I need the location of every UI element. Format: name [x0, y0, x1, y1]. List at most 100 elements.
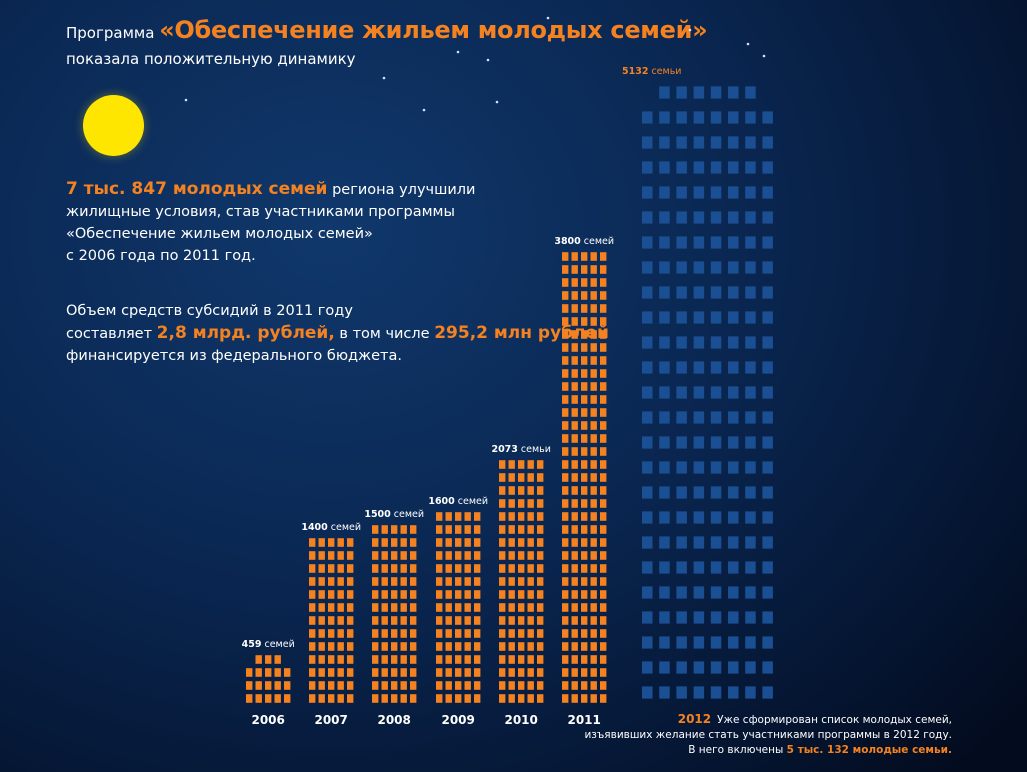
bar-cell: [537, 486, 544, 495]
bar-cell: [745, 461, 756, 474]
bar-cell: [581, 278, 588, 287]
bar-cell: [581, 356, 588, 365]
bar-cell: [642, 211, 653, 224]
subsidy-statement: Объем средств субсидий в 2011 году соста…: [66, 300, 626, 367]
x-label-2009: 2009: [441, 713, 474, 727]
bar-cell: [381, 590, 388, 599]
note-line-3-highlight: 5 тыс. 132 молодые семьи.: [786, 744, 952, 756]
value-label-2006: 459 семей: [242, 639, 295, 650]
bar-cell: [676, 311, 687, 324]
bar-cell: [499, 642, 506, 651]
bar-cell: [642, 536, 653, 549]
bar-cell: [347, 577, 354, 586]
bar-cell: [562, 252, 569, 261]
bar-cell: [590, 343, 597, 352]
bar-cell: [600, 473, 607, 482]
families-text-1: региона улучшили: [327, 182, 476, 198]
bar-cell: [436, 694, 443, 703]
bar-cell: [581, 291, 588, 300]
bar-cell: [590, 382, 597, 391]
bar-cell: [527, 577, 534, 586]
bar-cell: [518, 538, 525, 547]
star-icon: [546, 16, 550, 20]
bar-cell: [246, 668, 253, 677]
bar-cell: [337, 642, 344, 651]
bar-2007: [309, 538, 354, 703]
bar-cell: [762, 386, 773, 399]
bar-cell: [676, 636, 687, 649]
bar-cell: [659, 86, 670, 99]
bar-cell: [581, 304, 588, 313]
bar-cell: [455, 603, 462, 612]
bar-cell: [676, 661, 687, 674]
bar-cell: [562, 642, 569, 651]
bar-cell: [710, 86, 722, 99]
bar-cell: [537, 616, 544, 625]
bar-cell: [693, 311, 705, 324]
bar-cell: [693, 536, 705, 549]
bar-cell: [391, 616, 398, 625]
bar-cell: [676, 286, 687, 299]
bar-cell: [464, 525, 471, 534]
bar-cell: [600, 629, 607, 638]
bar-cell: [590, 473, 597, 482]
bar-cell: [347, 681, 354, 690]
bar-cell: [571, 694, 578, 703]
bar-cell: [600, 252, 607, 261]
bar-cell: [508, 577, 515, 586]
bar-cell: [600, 642, 607, 651]
bar-cell: [659, 686, 670, 699]
bar-cell: [562, 382, 569, 391]
bar-cell: [642, 661, 653, 674]
bar-cell: [590, 369, 597, 378]
bar-cell: [518, 681, 525, 690]
value-unit: семей: [584, 236, 614, 247]
bar-cell: [562, 616, 569, 625]
bar-cell: [571, 629, 578, 638]
bar-cell: [527, 629, 534, 638]
bar-cell: [562, 473, 569, 482]
bar-cell: [445, 616, 452, 625]
bar-cell: [676, 161, 687, 174]
bar-cell: [676, 611, 687, 624]
bar-cell: [246, 681, 253, 690]
bar-cell: [590, 681, 597, 690]
bar-cell: [328, 577, 335, 586]
bar-cell: [745, 586, 756, 599]
star-icon: [184, 98, 188, 102]
bar-cell: [571, 460, 578, 469]
bar-cell: [745, 561, 756, 574]
bar-cell: [600, 291, 607, 300]
bar-cell: [562, 629, 569, 638]
bar-cell: [590, 395, 597, 404]
bar-cell: [710, 261, 722, 274]
bar-cell: [381, 603, 388, 612]
bar-cell: [527, 590, 534, 599]
bar-cell: [728, 561, 739, 574]
bar-cell: [474, 642, 481, 651]
subsidy-highlight-total: 2,8 млрд. рублей,: [156, 323, 335, 343]
bar-cell: [391, 642, 398, 651]
subsidy-text-2b: в том числе: [334, 326, 435, 342]
bar-cell: [642, 586, 653, 599]
bar-cell: [445, 577, 452, 586]
bar-cell: [474, 668, 481, 677]
bar-cell: [381, 629, 388, 638]
bar-cell: [581, 616, 588, 625]
bar-cell: [518, 668, 525, 677]
bar-cell: [499, 668, 506, 677]
bar-cell: [464, 564, 471, 573]
bar-cell: [436, 642, 443, 651]
bar-cell: [309, 655, 316, 664]
bar-cell: [600, 590, 607, 599]
bar-cell: [445, 603, 452, 612]
bar-cell: [391, 681, 398, 690]
bar-cell: [581, 408, 588, 417]
bar-cell: [676, 461, 687, 474]
bar-cell: [590, 577, 597, 586]
bar-cell: [710, 136, 722, 149]
bar-cell: [581, 330, 588, 339]
bar-cell: [581, 343, 588, 352]
bar-cell: [527, 551, 534, 560]
